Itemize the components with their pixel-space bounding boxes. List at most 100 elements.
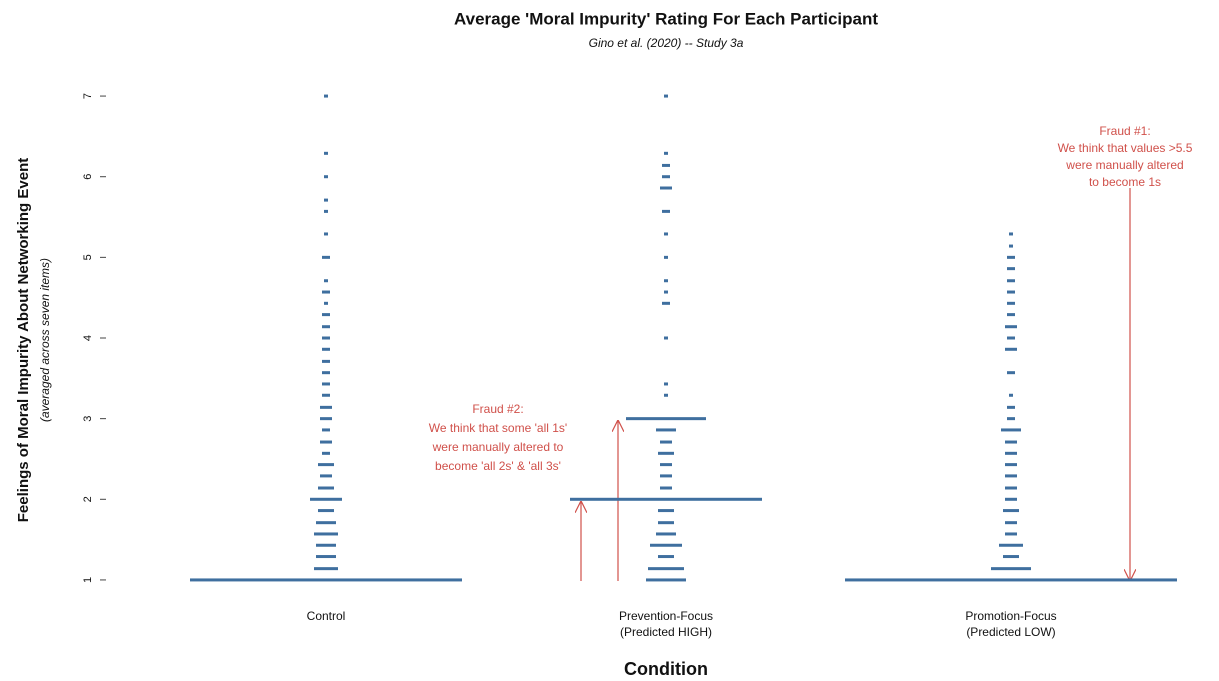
strip-bar	[322, 359, 330, 363]
strip-bar	[322, 255, 330, 259]
strip-bar	[316, 521, 336, 525]
strip-bar	[322, 336, 330, 340]
strip-bar	[662, 209, 670, 213]
strip-bar	[664, 94, 668, 98]
strip-bar	[658, 509, 674, 513]
chart-subtitle: Gino et al. (2020) -- Study 3a	[589, 36, 744, 50]
strip-bar	[648, 567, 684, 571]
strip-bar	[320, 405, 332, 409]
x-tick-label: Prevention-Focus	[619, 609, 713, 623]
strip-bar	[845, 578, 1177, 582]
strip-bar	[660, 486, 672, 490]
strip-bar	[322, 325, 330, 329]
strip-bar	[314, 532, 338, 536]
strip-bar	[658, 451, 674, 455]
strip-bar	[1007, 313, 1015, 317]
strip-bar	[656, 532, 676, 536]
strip-bar	[1009, 232, 1013, 236]
strip-bar	[324, 232, 328, 236]
strip-bar	[1005, 451, 1017, 455]
strip-bar	[1005, 463, 1017, 467]
annotation: We think that values >5.5	[1058, 141, 1193, 155]
strip-bar	[664, 393, 668, 397]
strip-bar	[314, 567, 338, 571]
strip-bar	[1005, 440, 1017, 444]
strip-bar	[656, 428, 676, 432]
strip-bar	[324, 94, 328, 98]
strip-bar	[1003, 555, 1019, 559]
strip-bar	[1005, 486, 1017, 490]
strip-bar	[1001, 428, 1021, 432]
strip-bar	[1007, 336, 1015, 340]
strip-bar	[662, 163, 670, 167]
strip-bar	[664, 382, 668, 386]
strip-bar	[322, 313, 330, 317]
strip-bar	[1007, 267, 1015, 271]
strip-bar	[324, 151, 328, 155]
y-tick-label: 3	[82, 416, 94, 422]
strip-bar	[664, 279, 668, 283]
strip-bar	[1007, 405, 1015, 409]
strip-bar	[320, 440, 332, 444]
annotation: We think that some 'all 1s'	[429, 421, 567, 435]
strip-bar	[310, 497, 342, 501]
x-tick-label: (Predicted LOW)	[966, 625, 1055, 639]
strip-bar	[664, 336, 668, 340]
strip-bar	[664, 232, 668, 236]
strip-bar	[662, 301, 670, 305]
annotation: to become 1s	[1089, 175, 1161, 189]
strip-bar	[991, 567, 1031, 571]
strip-bar	[1005, 497, 1017, 501]
strip-bar	[1005, 347, 1017, 351]
strip-bar	[662, 175, 670, 179]
strip-bar	[322, 347, 330, 351]
annotation: Fraud #1:	[1099, 124, 1150, 138]
strip-bar	[660, 440, 672, 444]
strip-bar	[1009, 244, 1013, 248]
strip-bar	[324, 301, 328, 305]
strip-bar	[324, 279, 328, 283]
strip-bar	[999, 543, 1023, 547]
y-tick-label: 4	[82, 335, 94, 341]
x-tick-label: Control	[307, 609, 346, 623]
strip-bar	[318, 509, 334, 513]
strip-bar	[1007, 417, 1015, 421]
strip-bar	[1007, 301, 1015, 305]
annotation: become 'all 2s' & 'all 3s'	[435, 459, 561, 473]
strip-bar	[660, 474, 672, 478]
strip-bar	[322, 428, 330, 432]
strip-bar	[316, 555, 336, 559]
strip-bar	[1005, 532, 1017, 536]
y-axis-label: Feelings of Moral Impurity About Network…	[15, 158, 32, 522]
strip-bar	[318, 463, 334, 467]
strip-bar	[1007, 279, 1015, 283]
strip-bar	[1003, 509, 1019, 513]
strip-bar	[318, 486, 334, 490]
strip-bar	[1009, 393, 1013, 397]
strip-bar	[190, 578, 462, 582]
strip-bar	[650, 543, 682, 547]
strip-bar	[316, 543, 336, 547]
y-tick-label: 6	[82, 174, 94, 180]
x-axis-label: Condition	[624, 659, 708, 679]
strip-bar	[320, 474, 332, 478]
strip-bar	[1007, 371, 1015, 375]
strip-bar	[646, 578, 686, 582]
annotation: were manually altered	[1065, 158, 1183, 172]
annotation: were manually altered to	[432, 440, 564, 454]
strip-bar	[324, 198, 328, 202]
strip-bar	[1005, 325, 1017, 329]
strip-bar	[626, 417, 706, 421]
strip-bar	[322, 393, 330, 397]
strip-bar	[664, 151, 668, 155]
strip-bar	[570, 497, 762, 501]
strip-bar	[324, 175, 328, 179]
strip-bar	[664, 290, 668, 294]
x-tick-label: (Predicted HIGH)	[620, 625, 712, 639]
y-tick-label: 7	[82, 93, 94, 99]
strip-bar	[322, 290, 330, 294]
strip-bar	[660, 186, 672, 190]
strip-bar	[322, 451, 330, 455]
x-tick-label: Promotion-Focus	[965, 609, 1056, 623]
strip-bar	[324, 209, 328, 213]
